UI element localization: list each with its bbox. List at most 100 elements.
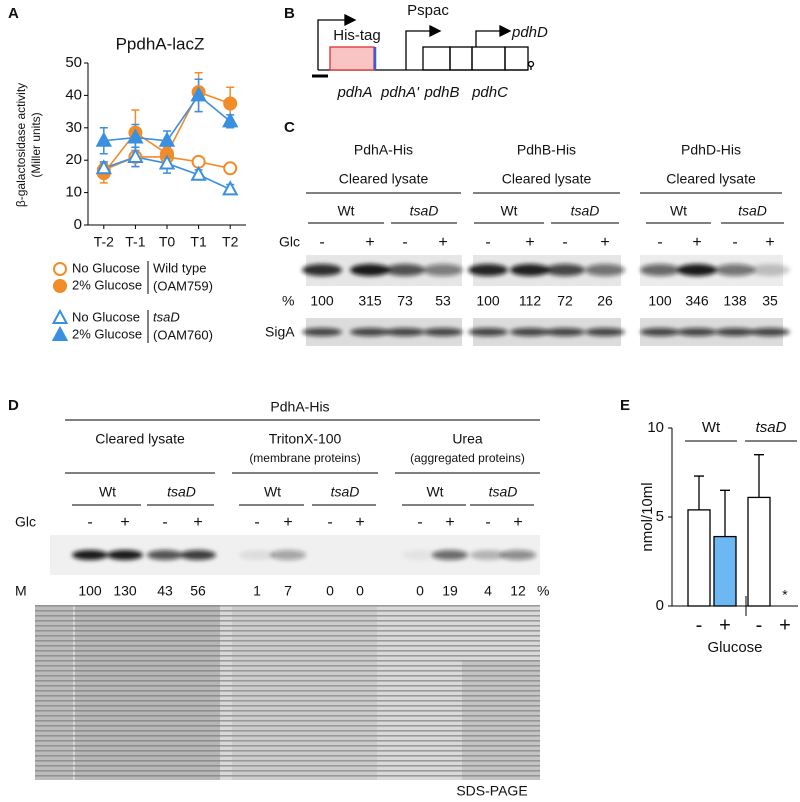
strain-label: tsaD bbox=[410, 203, 439, 219]
gene-label: pdhA bbox=[336, 84, 372, 101]
glucose-sign: + bbox=[365, 234, 374, 251]
point bbox=[127, 147, 144, 163]
strain-label: Wt bbox=[264, 484, 281, 500]
band bbox=[545, 328, 585, 336]
strain-label: tsaD bbox=[571, 203, 600, 219]
strain-label: tsaD bbox=[738, 203, 767, 219]
strain-label: tsaD bbox=[331, 484, 360, 500]
glucose-sign: - bbox=[562, 234, 567, 251]
y-tick-label: 10 bbox=[65, 184, 82, 201]
point bbox=[158, 154, 176, 170]
percent-value: 138 bbox=[723, 293, 747, 309]
band bbox=[302, 264, 342, 276]
glucose-sign: + bbox=[525, 234, 534, 251]
y-tick-label: 10 bbox=[647, 419, 664, 436]
percent-value: 100 bbox=[476, 293, 500, 309]
glucose-sign: + bbox=[438, 234, 447, 251]
x-tick-label: T-1 bbox=[125, 234, 145, 250]
glucose-sign: - bbox=[485, 514, 490, 531]
band bbox=[270, 550, 306, 560]
x-tick-label: T1 bbox=[190, 234, 207, 250]
his-tag-label: His-tag bbox=[333, 27, 381, 44]
panel-label: D bbox=[8, 397, 19, 414]
strain-label: Wt bbox=[99, 484, 116, 500]
point bbox=[95, 159, 112, 175]
blot-header: PdhB-His bbox=[517, 142, 576, 158]
legend-group: tsaD bbox=[153, 309, 180, 324]
band bbox=[468, 264, 508, 276]
fraction-label: Urea bbox=[452, 431, 483, 447]
point bbox=[95, 131, 112, 147]
percent-value: 346 bbox=[685, 293, 709, 309]
error-bar bbox=[720, 489, 730, 537]
percent-value: 12 bbox=[510, 583, 526, 599]
band bbox=[510, 264, 550, 276]
point bbox=[158, 131, 176, 147]
x-axis-label: Glucose bbox=[707, 639, 762, 656]
blot-bands bbox=[72, 264, 790, 560]
band bbox=[640, 264, 680, 276]
legend-label: 2% Glucose bbox=[72, 326, 142, 341]
glucose-sign: - bbox=[417, 514, 422, 531]
band bbox=[107, 550, 143, 560]
band bbox=[545, 264, 585, 276]
y-axis-label: nmol/10ml bbox=[639, 482, 656, 551]
marker-label: M bbox=[15, 583, 27, 599]
x-tick-label: T2 bbox=[222, 234, 239, 250]
bar bbox=[713, 535, 737, 607]
blot-header: PdhA-His bbox=[270, 399, 329, 415]
band bbox=[432, 550, 468, 560]
band bbox=[640, 328, 680, 336]
strain-label: tsaD bbox=[489, 484, 518, 500]
legend-strain: (OAM760) bbox=[153, 327, 213, 342]
legend-label: 2% Glucose bbox=[72, 277, 142, 292]
band bbox=[715, 264, 755, 276]
percent-value: 1 bbox=[253, 583, 261, 599]
panel-label: E bbox=[620, 397, 630, 414]
fraction-label: Cleared lysate bbox=[502, 171, 592, 187]
gene-label: pdhB bbox=[423, 84, 459, 101]
percent-value: 53 bbox=[435, 293, 451, 309]
glucose-sign: + bbox=[120, 514, 129, 531]
percent-value: 0 bbox=[326, 583, 334, 599]
point bbox=[223, 96, 238, 111]
glucose-sign: + bbox=[692, 234, 701, 251]
gene-label: pdhA' bbox=[380, 84, 420, 101]
band bbox=[510, 328, 550, 336]
blot-header: PdhD-His bbox=[681, 142, 741, 158]
percent-value: 112 bbox=[519, 293, 542, 309]
glucose-sign: - bbox=[87, 514, 92, 531]
glucose-sign: - bbox=[732, 234, 737, 251]
band bbox=[677, 328, 717, 336]
glucose-sign: + bbox=[193, 514, 202, 531]
percent-value: 56 bbox=[190, 583, 206, 599]
y-tick-label: 5 bbox=[656, 508, 664, 525]
band bbox=[470, 550, 506, 560]
percent-value: 26 bbox=[597, 293, 613, 309]
legend-group: Wild type bbox=[153, 260, 206, 275]
y-axis-unit: (Miller units) bbox=[29, 112, 43, 177]
percent-value: 100 bbox=[648, 293, 672, 309]
x-tick-label: T-2 bbox=[94, 234, 114, 250]
band bbox=[147, 550, 183, 560]
glucose-sign: - bbox=[485, 234, 490, 251]
blot-header: PdhA-His bbox=[354, 142, 413, 158]
row-label: % bbox=[282, 293, 294, 309]
percent-value: 130 bbox=[113, 583, 137, 599]
band bbox=[302, 328, 342, 336]
row-label: SigA bbox=[265, 324, 295, 340]
panel-label: C bbox=[284, 119, 295, 136]
percent-value: 19 bbox=[442, 583, 458, 599]
percent-value: 315 bbox=[358, 293, 382, 309]
point bbox=[51, 308, 69, 324]
glucose-sign: + bbox=[355, 514, 364, 531]
strain-label: tsaD bbox=[167, 484, 196, 500]
fraction-label: Cleared lysate bbox=[339, 171, 429, 187]
group-label: tsaD bbox=[756, 419, 787, 436]
glucose-sign: + bbox=[600, 234, 609, 251]
percent-value: 73 bbox=[397, 293, 413, 309]
glucose-sign: - bbox=[657, 234, 662, 251]
band bbox=[423, 328, 463, 336]
strain-label: Wt bbox=[500, 203, 517, 219]
